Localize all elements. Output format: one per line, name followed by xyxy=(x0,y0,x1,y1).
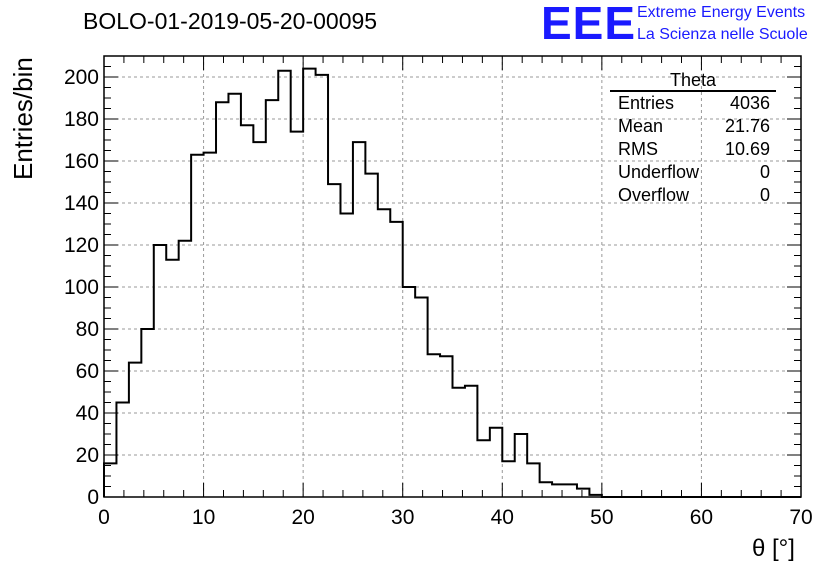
y-tick-label: 140 xyxy=(64,192,99,215)
x-tick-label: 60 xyxy=(690,506,713,529)
y-tick-label: 0 xyxy=(87,486,99,509)
chart-title: BOLO-01-2019-05-20-00095 xyxy=(83,8,378,34)
histogram-bin xyxy=(316,75,328,497)
histogram-bin xyxy=(340,214,352,498)
stats-row: Overflow 0 xyxy=(610,184,776,207)
stats-title: Theta xyxy=(610,70,776,92)
y-tick-label: 180 xyxy=(64,108,99,131)
stats-label: Mean xyxy=(618,116,664,136)
histogram-bin xyxy=(353,142,365,497)
stats-value: 0 xyxy=(759,185,770,205)
histogram-bin xyxy=(253,142,265,497)
histogram-bin xyxy=(154,245,166,497)
y-axis-label: Entries/bin xyxy=(8,57,38,180)
x-tick-label: 10 xyxy=(192,506,215,529)
logo-line-1: Extreme Energy Events xyxy=(637,4,806,21)
y-tick-label: 40 xyxy=(76,402,99,425)
histogram-bin xyxy=(502,461,514,497)
x-tick-label: 70 xyxy=(789,506,812,529)
stats-label: Overflow xyxy=(618,185,690,205)
histogram-bin xyxy=(565,484,577,497)
histogram-bin xyxy=(191,155,203,497)
histogram-bin xyxy=(403,287,415,497)
y-tick-label: 80 xyxy=(76,318,99,341)
grid-lines xyxy=(104,56,801,497)
x-tick-label: 40 xyxy=(491,506,514,529)
histogram-bin xyxy=(241,125,253,497)
histogram-bin xyxy=(440,356,452,497)
histogram-bin xyxy=(378,209,390,497)
eee-logo-text: Extreme Energy Events La Scienza nelle S… xyxy=(637,2,808,46)
y-tick-label: 160 xyxy=(64,150,99,173)
histogram-bin xyxy=(328,184,340,497)
stats-label: Entries xyxy=(618,93,675,113)
histogram-bin xyxy=(365,174,377,497)
histogram-bin xyxy=(540,482,552,497)
stats-value: 4036 xyxy=(729,93,770,113)
histogram-bin xyxy=(278,71,290,497)
histogram-bins xyxy=(104,69,602,497)
stats-row: Entries 4036 xyxy=(610,92,776,115)
y-tick-label: 100 xyxy=(64,276,99,299)
y-tick-label: 20 xyxy=(76,444,99,467)
stats-value: 10.69 xyxy=(724,139,770,159)
eee-logo-icon: EEE xyxy=(541,0,637,49)
stats-row: Underflow 0 xyxy=(610,161,776,184)
histogram-bin xyxy=(204,153,216,497)
histogram-bin xyxy=(291,132,303,497)
histogram-bin xyxy=(390,222,402,497)
stats-label: Underflow xyxy=(618,162,700,182)
histogram-bin xyxy=(477,440,489,497)
logo-line-2: La Scienza nelle Scuole xyxy=(637,26,808,43)
histogram-bin xyxy=(453,388,465,497)
y-tick-label: 60 xyxy=(76,360,99,383)
histogram-bin xyxy=(216,102,228,497)
histogram-bin xyxy=(490,428,502,497)
y-tick-label: 200 xyxy=(64,66,99,89)
stats-box: Theta Entries 4036 Mean 21.76 RMS 10.69 … xyxy=(610,70,776,207)
axis-ticks xyxy=(103,55,802,498)
histogram-bin xyxy=(415,298,427,498)
x-tick-label: 0 xyxy=(98,506,110,529)
x-axis-label: θ [°] xyxy=(752,535,795,562)
histogram-bin xyxy=(266,100,278,497)
x-tick-label: 20 xyxy=(291,506,314,529)
histogram-bin xyxy=(577,489,589,497)
histogram-bin xyxy=(104,463,116,497)
y-tick-label: 120 xyxy=(64,234,99,257)
histogram-bin xyxy=(428,354,440,497)
stats-row: Mean 21.76 xyxy=(610,115,776,138)
histogram-bin xyxy=(515,434,527,497)
stats-row: RMS 10.69 xyxy=(610,138,776,161)
histogram-bin xyxy=(116,403,128,498)
x-tick-label: 30 xyxy=(391,506,414,529)
stats-value: 0 xyxy=(759,162,770,182)
histogram-bin xyxy=(465,386,477,497)
x-tick-label: 50 xyxy=(590,506,613,529)
histogram-bin xyxy=(166,260,178,497)
histogram-bin xyxy=(228,94,240,497)
stats-label: RMS xyxy=(618,139,658,159)
histogram-bin xyxy=(141,329,153,497)
stats-value: 21.76 xyxy=(724,116,770,136)
axis-tick-labels: 0 10 20 30 40 50 60 70 0 20 40 60 80 100 120 140 160 180 2… xyxy=(64,66,813,529)
histogram-bin xyxy=(179,241,191,497)
histogram-bin xyxy=(129,363,141,497)
histogram-bin xyxy=(552,484,564,497)
histogram-bin xyxy=(303,69,315,497)
histogram-bin xyxy=(527,463,539,497)
